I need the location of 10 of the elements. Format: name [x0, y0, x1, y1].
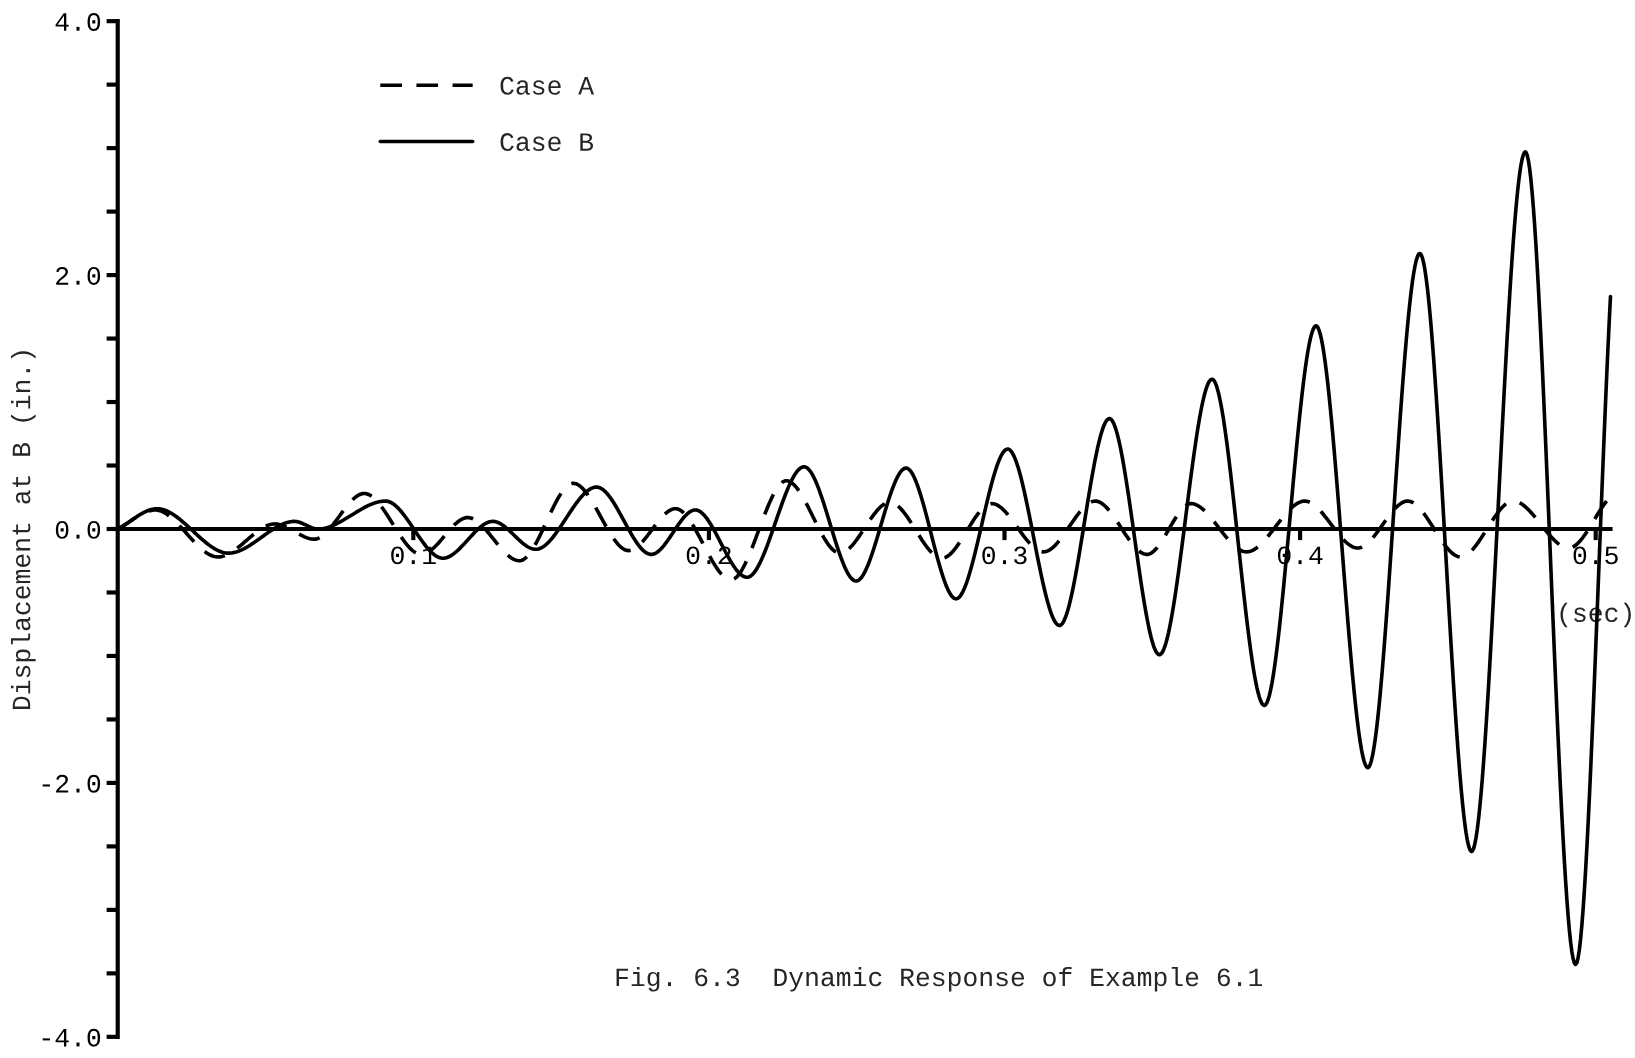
y-tick-label: -4.0	[42, 1028, 101, 1047]
y-axis-title: Displacement at B (in.)	[11, 351, 36, 710]
y-tick-label: 2.0	[56, 266, 101, 285]
legend-label: Case A	[500, 76, 595, 95]
x-tick-label: 0.3	[982, 546, 1027, 565]
legend-label: Case B	[500, 133, 594, 152]
y-tick-label: 0.0	[55, 520, 101, 539]
y-tick-label: -2.0	[42, 774, 101, 793]
text: Fig. 6.3 Dynamic Response of Example 6.1	[616, 966, 1263, 992]
y-tick-label: 4.0	[55, 13, 101, 31]
